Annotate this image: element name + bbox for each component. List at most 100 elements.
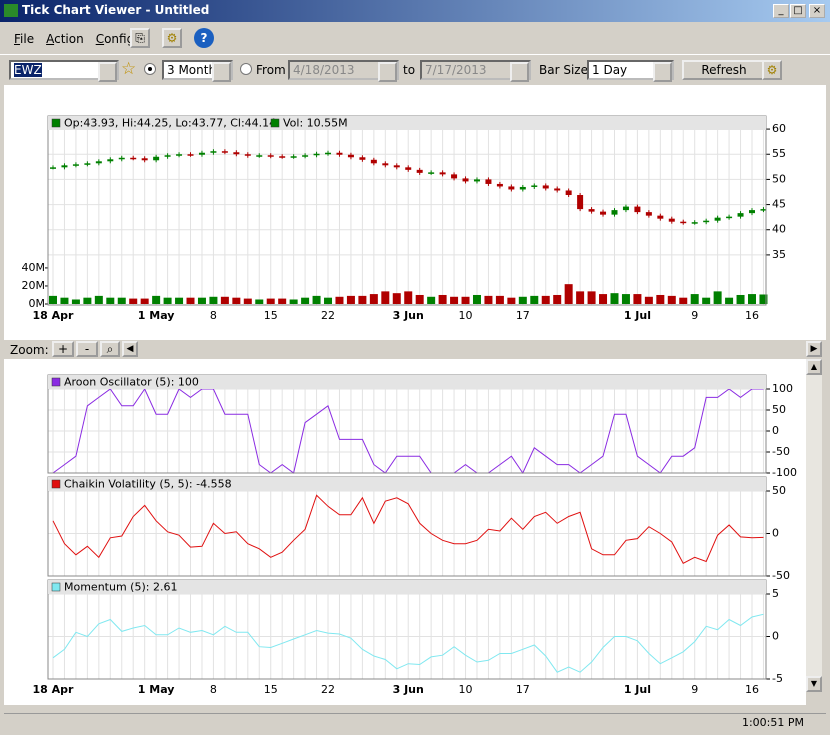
refresh-button[interactable]: Refresh xyxy=(682,60,766,80)
candle xyxy=(416,169,423,173)
volume-bar xyxy=(495,295,504,304)
bar-size-combo[interactable]: 1 Day xyxy=(587,60,674,82)
legend-swatch xyxy=(270,118,280,128)
candle xyxy=(577,195,584,210)
candle xyxy=(634,206,641,213)
favorite-icon[interactable]: ☆ xyxy=(121,59,137,79)
copy-button[interactable]: ⎘ xyxy=(130,28,150,48)
volume-bar xyxy=(484,295,493,304)
menu-config[interactable]: Config xyxy=(95,32,135,46)
y-tick-label: -50 xyxy=(772,445,790,458)
candle xyxy=(703,220,710,223)
close-button[interactable]: × xyxy=(809,4,825,18)
volume-bar xyxy=(60,297,69,304)
volume-bar xyxy=(415,294,424,304)
x-tick-label: 17 xyxy=(516,683,530,696)
candle xyxy=(61,165,68,168)
x-tick-label: 22 xyxy=(321,309,335,322)
candle xyxy=(84,163,91,165)
candle xyxy=(439,172,446,175)
volume-tick-label: 20M xyxy=(22,279,46,292)
volume-bar xyxy=(243,298,252,304)
x-tick-label: 22 xyxy=(321,683,335,696)
volume-bar xyxy=(472,294,481,304)
volume-bar xyxy=(266,298,275,304)
candle xyxy=(749,210,755,214)
radio-from[interactable] xyxy=(240,63,252,75)
panel-header xyxy=(48,580,766,594)
volume-legend: Vol: 10.55M xyxy=(283,117,348,130)
y-tick-label: 50 xyxy=(772,172,786,185)
volume-bar xyxy=(220,296,229,304)
volume-bar xyxy=(163,297,172,304)
candle xyxy=(221,151,228,153)
candle xyxy=(645,212,652,216)
volume-bar xyxy=(83,297,92,304)
x-tick-label: 15 xyxy=(264,309,278,322)
menu-action[interactable]: Action xyxy=(46,32,84,46)
volume-bar xyxy=(197,297,206,304)
zoom-fit[interactable]: ⌕ xyxy=(100,341,120,357)
volume-bar xyxy=(369,294,378,304)
maximize-button[interactable]: □ xyxy=(790,4,806,18)
candle xyxy=(405,167,412,170)
scroll-left[interactable]: ◀ xyxy=(122,341,138,357)
volume-bar xyxy=(255,299,264,304)
from-date[interactable]: 4/18/2013 xyxy=(288,60,399,82)
volume-bar xyxy=(610,293,619,304)
volume-bar xyxy=(129,298,138,304)
volume-tick-label: 40M xyxy=(22,261,46,274)
volume-bar xyxy=(324,297,333,304)
candle xyxy=(668,218,675,222)
status-bar xyxy=(4,713,826,733)
candle xyxy=(130,157,137,160)
y-tick-label: -50 xyxy=(772,569,790,582)
menu-file[interactable]: File xyxy=(14,32,35,46)
volume-bar xyxy=(94,295,103,304)
candle xyxy=(118,157,125,160)
zoom-out[interactable]: - xyxy=(76,341,98,357)
settings-button[interactable]: ⚙ xyxy=(162,28,182,48)
volume-bar xyxy=(152,295,161,304)
from-value: 4/18/2013 xyxy=(293,63,355,77)
volume-bar xyxy=(209,296,218,304)
vertical-scrollbar[interactable] xyxy=(806,359,822,692)
x-tick-label: 8 xyxy=(210,309,217,322)
radio-period[interactable] xyxy=(144,63,156,75)
candle xyxy=(714,217,721,221)
candle xyxy=(622,206,629,211)
x-tick-label: 3 Jun xyxy=(393,683,424,696)
candle xyxy=(359,157,366,160)
help-button[interactable]: ? xyxy=(194,28,214,48)
candle xyxy=(600,211,607,215)
volume-bar xyxy=(186,297,195,304)
candle xyxy=(393,165,400,168)
x-tick-label: 18 Apr xyxy=(33,683,75,696)
x-tick-label: 16 xyxy=(745,309,759,322)
candle xyxy=(279,156,286,158)
x-tick-label: 9 xyxy=(691,683,698,696)
candle xyxy=(256,155,263,157)
config-icon[interactable]: ⚙ xyxy=(762,60,782,80)
symbol-combo[interactable]: EWZ xyxy=(9,60,119,82)
period-combo[interactable]: 3 Month xyxy=(162,60,233,82)
volume-bar xyxy=(140,298,149,304)
zoom-in[interactable]: + xyxy=(52,341,74,357)
period: 3 Month xyxy=(167,63,217,77)
scroll-down[interactable]: ▼ xyxy=(806,676,822,692)
window-title: Tick Chart Viewer - Untitled xyxy=(22,3,210,17)
x-tick-label: 1 May xyxy=(138,309,175,322)
scroll-right[interactable]: ▶ xyxy=(806,341,822,357)
volume-bar xyxy=(690,294,699,304)
scroll-up[interactable]: ▲ xyxy=(806,359,822,375)
to-date[interactable]: 7/17/2013 xyxy=(420,60,531,82)
indicator-area xyxy=(4,359,806,705)
volume-bar xyxy=(564,284,573,304)
volume-bar xyxy=(175,297,184,304)
candle xyxy=(198,152,205,155)
candle xyxy=(611,210,618,215)
minimize-button[interactable]: _ xyxy=(773,4,789,18)
candle xyxy=(519,186,526,190)
price-legend: Op:43.93, Hi:44.25, Lo:43.77, Cl:44.14 xyxy=(64,117,276,130)
candle xyxy=(588,209,595,212)
